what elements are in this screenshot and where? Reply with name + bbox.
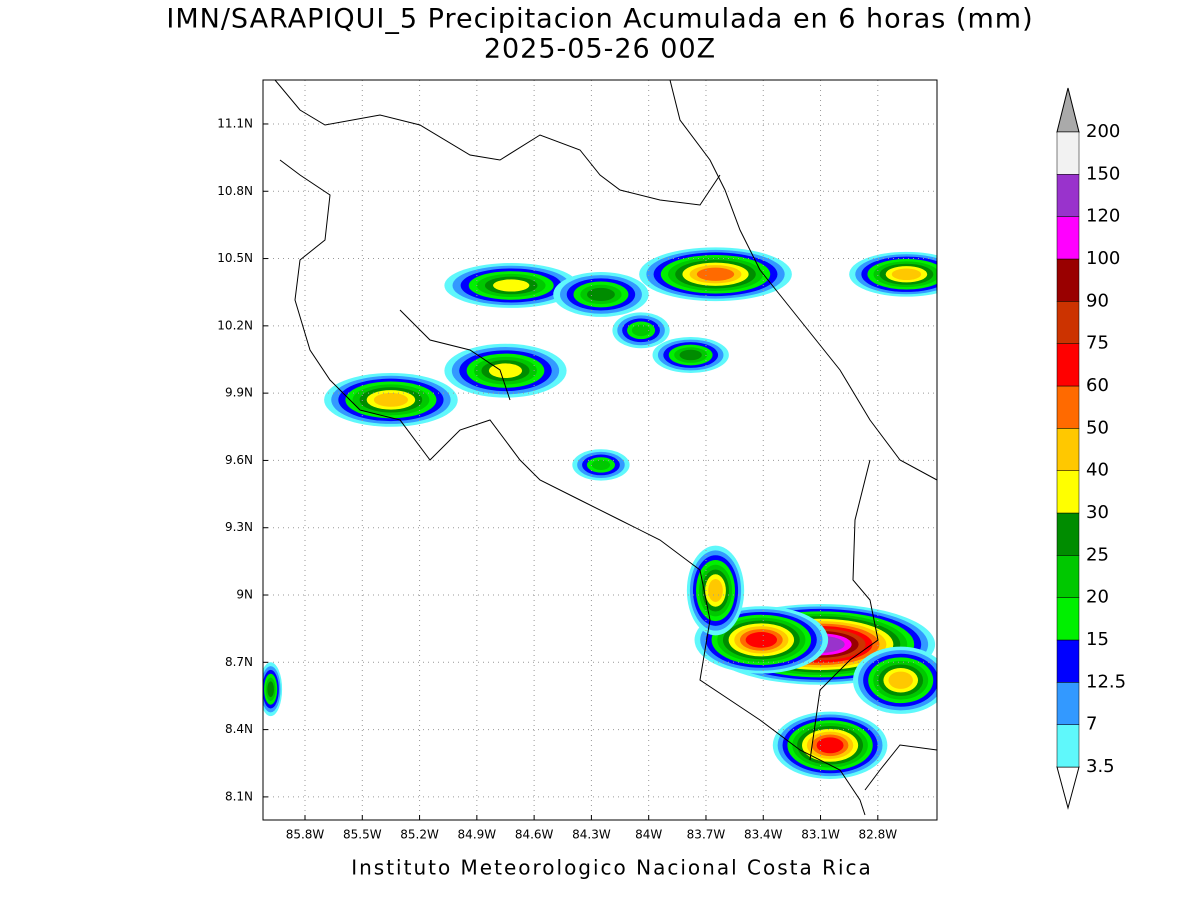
colorbar-label: 20 <box>1086 587 1109 608</box>
colorbar-label: 40 <box>1086 460 1109 481</box>
colorbar-swatch <box>1056 682 1080 725</box>
colorbar-label: 100 <box>1086 248 1120 269</box>
colorbar-label: 120 <box>1086 206 1120 227</box>
grid: 85.8W 85.5W 85.2W 84.9W 84.6W 84.3W 84W 83.7W 83… <box>217 80 937 842</box>
colorbar-label: 25 <box>1086 544 1109 565</box>
x-tick-label: 84W <box>635 828 662 842</box>
coastlines <box>274 80 937 816</box>
colorbar-label: 60 <box>1086 375 1109 396</box>
precip-cell <box>587 287 615 301</box>
lake-shore <box>274 80 721 206</box>
x-tick-label: 85.8W <box>286 828 325 842</box>
colorbar-swatch <box>1056 301 1080 344</box>
y-tick-label: 10.2N <box>217 318 253 332</box>
x-tick-label: 83.7W <box>687 828 726 842</box>
y-tick-label: 9.9N <box>225 386 253 400</box>
colorbar-over <box>1056 87 1080 133</box>
y-tick-label: 8.4N <box>225 722 253 736</box>
colorbar: 3.5 7 12.5 15 20 25 30 40 50 60 75 90 100 120 150 200 <box>1056 87 1126 810</box>
y-tick-label: 9.6N <box>225 453 253 467</box>
colorbar-swatch <box>1056 343 1080 387</box>
precip-cell <box>816 737 844 754</box>
panama-coast <box>864 744 937 791</box>
map-frame <box>262 79 938 821</box>
caribbean-coast <box>669 80 937 481</box>
colorbar-label: 30 <box>1086 502 1109 523</box>
y-tick-label: 10.8N <box>217 184 253 198</box>
colorbar-swatch <box>1056 258 1080 302</box>
colorbar-swatch <box>1056 724 1080 768</box>
x-tick-label: 83.4W <box>744 828 783 842</box>
y-tick-label: 9N <box>236 588 253 602</box>
colorbar-swatch <box>1056 131 1080 175</box>
colorbar-label: 150 <box>1086 163 1120 184</box>
y-tick-label: 11.1N <box>217 116 253 130</box>
x-tick-label: 85.5W <box>343 828 382 842</box>
chart-subtitle: 2025-05-26 00Z <box>484 34 716 65</box>
x-tick-label: 84.3W <box>572 828 611 842</box>
precip-cell <box>696 267 735 281</box>
pacific-coast <box>279 159 866 816</box>
precip-cell <box>373 392 409 407</box>
precip-cell <box>679 349 702 361</box>
colorbar-swatch <box>1056 174 1080 217</box>
y-tick-label: 8.7N <box>225 655 253 669</box>
colorbar-label: 90 <box>1086 290 1109 311</box>
x-tick-label: 83.1W <box>801 828 840 842</box>
x-tick-label: 82.8W <box>859 828 898 842</box>
colorbar-swatch <box>1056 597 1080 641</box>
chart-title: IMN/SARAPIQUI_5 Precipitacion Acumulada … <box>166 4 1033 35</box>
colorbar-under <box>1056 766 1080 810</box>
precip-cell <box>493 279 530 292</box>
precip-cell <box>708 579 723 603</box>
border <box>809 459 879 761</box>
colorbar-label: 50 <box>1086 417 1109 438</box>
x-tick-label: 84.6W <box>515 828 554 842</box>
colorbar-label: 75 <box>1086 333 1109 354</box>
colorbar-label: 15 <box>1086 629 1109 650</box>
colorbar-label: 3.5 <box>1086 756 1115 777</box>
precip-cell <box>631 324 651 337</box>
precip-cell <box>745 631 778 648</box>
border <box>399 309 511 401</box>
y-tick-label: 9.3N <box>225 520 253 534</box>
colorbar-label: 200 <box>1086 121 1120 142</box>
precip-cell <box>488 363 523 379</box>
colorbar-swatch <box>1056 512 1080 556</box>
precip-cell <box>267 681 274 698</box>
precip-cell <box>591 459 611 470</box>
x-tick-label: 85.2W <box>400 828 439 842</box>
colorbar-swatch <box>1056 428 1080 471</box>
footer: Instituto Meteorologico Nacional Costa R… <box>351 856 873 880</box>
y-tick-label: 8.1N <box>225 789 253 803</box>
colorbar-swatch <box>1056 385 1080 429</box>
precip-layer <box>263 247 937 779</box>
precip-cell <box>888 671 913 689</box>
colorbar-label: 7 <box>1086 714 1097 735</box>
colorbar-swatch <box>1056 555 1080 598</box>
colorbar-swatch <box>1056 216 1080 260</box>
precip-cell <box>891 268 922 281</box>
y-tick-label: 10.5N <box>217 251 253 265</box>
colorbar-label: 12.5 <box>1086 671 1126 692</box>
colorbar-swatch <box>1056 470 1080 514</box>
colorbar-swatch <box>1056 639 1080 683</box>
x-tick-label: 84.9W <box>458 828 497 842</box>
